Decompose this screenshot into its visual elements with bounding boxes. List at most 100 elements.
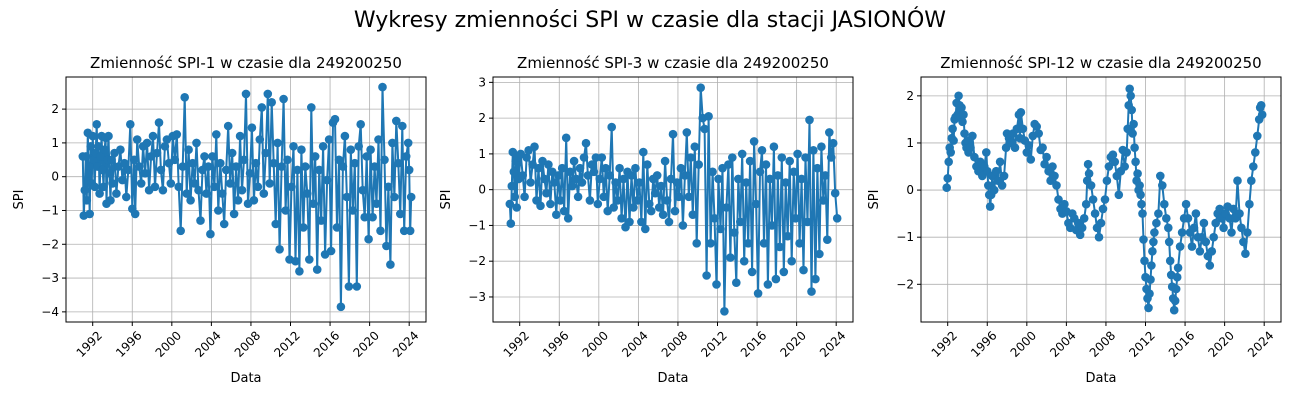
- data-point: [593, 199, 603, 209]
- data-point: [210, 182, 219, 192]
- data-point: [107, 155, 116, 165]
- y-tick-label: 0: [906, 183, 914, 197]
- x-tick-label: 2004: [619, 328, 650, 359]
- x-axis-label: Data: [657, 371, 688, 386]
- x-tick-label: 1996: [968, 328, 999, 359]
- data-point: [668, 129, 678, 139]
- data-point: [611, 178, 620, 187]
- data-point: [1128, 129, 1137, 138]
- data-point: [378, 82, 387, 92]
- data-point: [156, 165, 166, 175]
- data-point: [704, 112, 713, 121]
- data-point: [190, 179, 199, 188]
- data-point: [787, 256, 796, 266]
- data-point: [312, 265, 322, 274]
- data-point: [95, 189, 104, 198]
- y-tick-label: 2: [51, 102, 59, 116]
- data-point: [130, 209, 140, 219]
- data-point: [88, 131, 97, 141]
- data-point: [396, 209, 405, 219]
- data-point: [799, 265, 808, 275]
- data-point: [1165, 256, 1175, 266]
- data-point: [732, 278, 741, 288]
- data-point: [597, 153, 607, 162]
- data-point: [380, 155, 389, 165]
- data-point: [255, 135, 265, 144]
- data-point: [1102, 176, 1112, 185]
- data-point: [1054, 195, 1063, 204]
- data-point: [172, 130, 182, 139]
- data-point: [1016, 108, 1026, 117]
- data-point: [229, 209, 239, 219]
- data-point: [301, 162, 310, 171]
- data-point: [1209, 232, 1218, 242]
- data-point: [1253, 131, 1262, 141]
- data-point: [1133, 169, 1142, 178]
- data-point: [1094, 232, 1104, 242]
- data-point: [225, 179, 235, 188]
- data-point: [1225, 214, 1234, 223]
- data-point: [316, 216, 326, 225]
- data-point: [106, 196, 115, 205]
- data-point: [99, 182, 108, 192]
- data-point: [581, 138, 591, 148]
- data-point: [688, 210, 698, 219]
- data-point: [759, 239, 769, 248]
- data-point: [712, 280, 721, 289]
- data-point: [985, 202, 995, 211]
- data-point: [235, 131, 245, 141]
- data-point: [518, 171, 527, 180]
- data-point: [376, 226, 385, 236]
- data-point: [959, 110, 968, 119]
- data-point: [267, 98, 277, 107]
- data-point: [1032, 122, 1041, 131]
- data-point: [96, 152, 105, 161]
- data-point: [1219, 223, 1228, 233]
- data-point: [737, 149, 747, 159]
- data-point: [160, 142, 170, 151]
- y-axis-label: SPI: [439, 190, 454, 210]
- data-point: [828, 138, 838, 148]
- data-point: [954, 91, 963, 101]
- data-point: [1090, 209, 1100, 218]
- data-point: [142, 138, 152, 148]
- data-point: [192, 138, 201, 148]
- data-point: [542, 188, 551, 198]
- data-point: [84, 169, 93, 178]
- data-point: [154, 118, 164, 127]
- data-point: [832, 214, 842, 223]
- data-point: [1050, 171, 1059, 181]
- data-point: [1127, 105, 1136, 115]
- data-point: [686, 153, 696, 162]
- data-point: [1120, 162, 1129, 171]
- data-point: [728, 153, 737, 162]
- data-point: [98, 165, 107, 175]
- data-point: [997, 181, 1007, 190]
- x-axis-label: Data: [230, 371, 261, 386]
- data-point: [757, 146, 767, 155]
- data-point: [1241, 249, 1250, 258]
- x-tick-label: 2016: [1166, 328, 1197, 359]
- data-point: [1205, 261, 1215, 270]
- data-point: [946, 148, 955, 157]
- data-point: [1098, 204, 1108, 214]
- data-point: [569, 156, 579, 166]
- data-point: [303, 189, 312, 198]
- data-point: [999, 171, 1009, 181]
- x-tick-label: 2008: [1087, 328, 1118, 359]
- data-point: [726, 253, 735, 262]
- data-point: [1140, 256, 1149, 266]
- data-point: [388, 138, 397, 148]
- data-point: [394, 158, 403, 168]
- x-tick-label: 2000: [153, 328, 184, 359]
- data-point: [305, 255, 314, 264]
- data-point: [943, 174, 952, 183]
- data-point: [85, 209, 94, 219]
- x-tick-label: 2008: [232, 328, 263, 359]
- data-point: [196, 216, 205, 225]
- data-point: [1187, 242, 1197, 251]
- data-point: [1081, 199, 1091, 209]
- data-point: [696, 83, 705, 92]
- data-point: [595, 174, 605, 184]
- data-point: [322, 175, 332, 185]
